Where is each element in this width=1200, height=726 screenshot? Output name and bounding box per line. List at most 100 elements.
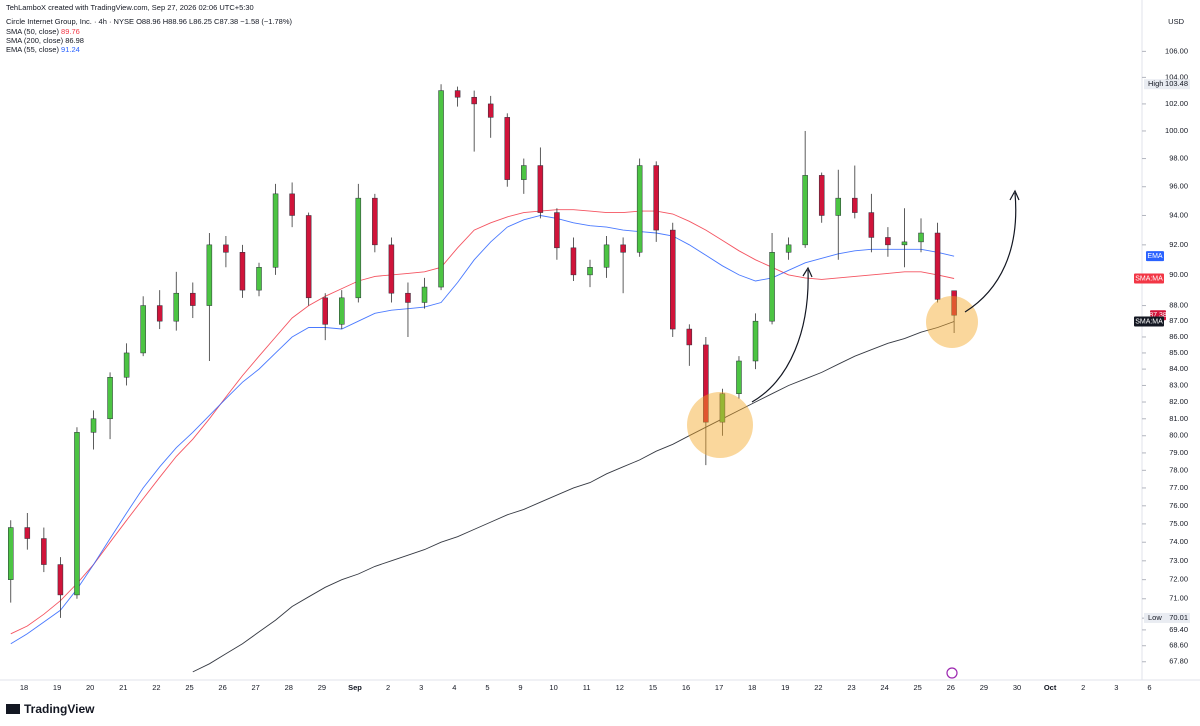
candle-body xyxy=(41,538,47,565)
indicator-name: EMA (55, close) xyxy=(6,45,59,54)
candle-body xyxy=(736,360,742,394)
candle-body xyxy=(653,165,659,231)
extreme-tag xyxy=(1144,612,1190,623)
y-tick-label: 78.00 xyxy=(1169,465,1188,474)
candle-body xyxy=(74,432,80,596)
x-tick-label: 26 xyxy=(218,683,226,692)
candle-body xyxy=(504,117,511,180)
candle-body xyxy=(256,267,262,291)
y-tick-label: 79.00 xyxy=(1169,448,1188,457)
candle-body xyxy=(107,377,113,420)
x-tick-label: 19 xyxy=(53,683,61,692)
candle-body xyxy=(785,244,792,253)
candle-body xyxy=(421,286,428,303)
ma-line xyxy=(192,321,955,673)
x-tick-label: 3 xyxy=(419,683,423,692)
candle-body xyxy=(703,344,709,423)
y-tick-label: 104.00 xyxy=(1165,72,1188,81)
candle-body xyxy=(521,165,527,180)
candle-body xyxy=(24,527,31,539)
candle-body xyxy=(239,252,246,291)
x-tick-label: 29 xyxy=(318,683,326,692)
extreme-name: High xyxy=(1148,79,1163,88)
candle-body xyxy=(802,175,808,246)
y-tick-label: 69.40 xyxy=(1169,625,1188,634)
x-tick-label: 3 xyxy=(1114,683,1118,692)
x-tick-label: 5 xyxy=(485,683,489,692)
y-tick-label: 72.00 xyxy=(1169,575,1188,584)
ohlc: O88.96 H88.96 L86.25 C87.38 −1.58 (−1.78… xyxy=(136,17,292,26)
x-tick-label: 23 xyxy=(847,683,855,692)
x-tick-label: 18 xyxy=(20,683,28,692)
x-tick-label: 11 xyxy=(583,683,591,692)
candle-body xyxy=(355,197,362,299)
candle-body xyxy=(818,175,825,216)
candle-body xyxy=(322,297,328,325)
y-tick-label: 88.00 xyxy=(1169,301,1188,310)
candle-body xyxy=(620,244,626,253)
candle-body xyxy=(405,292,411,303)
brand: TradingView xyxy=(24,702,95,716)
x-tick-label: 25 xyxy=(185,683,193,692)
x-tick-label: Oct xyxy=(1044,683,1057,692)
legend-indicator: SMA (200, close) 86.98 xyxy=(6,36,84,45)
x-tick-label: Sep xyxy=(348,683,362,692)
candle-body xyxy=(471,96,477,105)
highlight-circle xyxy=(926,296,978,348)
extreme-name: Low xyxy=(1148,613,1162,622)
x-tick-label: 24 xyxy=(880,683,888,692)
logo xyxy=(6,704,20,714)
arrow xyxy=(751,269,809,403)
x-tick-label: 10 xyxy=(549,683,557,692)
y-tick-label: 83.00 xyxy=(1169,380,1188,389)
candle-body xyxy=(90,418,97,433)
candle-body xyxy=(918,232,924,243)
event-icon[interactable] xyxy=(946,667,958,679)
candle-body xyxy=(454,90,461,98)
y-tick-label: 76.00 xyxy=(1169,501,1188,510)
candle-body xyxy=(272,193,279,268)
x-tick-label: 2 xyxy=(386,683,390,692)
candle-body xyxy=(57,564,64,596)
candle-body xyxy=(835,197,842,216)
y-tick-label: 100.00 xyxy=(1165,126,1188,135)
candle-body xyxy=(140,305,146,354)
candle-body xyxy=(769,252,775,322)
x-tick-label: 18 xyxy=(748,683,756,692)
price-tag-label: SMA:MA xyxy=(1135,275,1163,282)
candle-body xyxy=(206,244,213,306)
x-tick-label: 25 xyxy=(914,683,922,692)
legend-indicator: SMA (50, close) 89.76 xyxy=(6,27,80,36)
candle-body xyxy=(951,290,957,316)
plot: 106.00 104.00 102.00 100.00 98.00 96.00 94.00 9… xyxy=(8,46,1190,692)
ma-line xyxy=(10,215,955,645)
x-tick-label: 27 xyxy=(252,683,260,692)
candle-body xyxy=(339,297,345,325)
x-tick-label: 4 xyxy=(452,683,456,692)
candle-body xyxy=(934,232,941,300)
x-tick-label: 29 xyxy=(980,683,988,692)
indicator-value: 86.98 xyxy=(65,36,84,45)
y-tick-label: 71.00 xyxy=(1169,594,1188,603)
candle-body xyxy=(852,197,858,213)
candle-body xyxy=(885,237,891,246)
x-tick-label: 26 xyxy=(947,683,955,692)
x-tick-label: 2 xyxy=(1081,683,1085,692)
candle-body xyxy=(752,320,759,362)
y-tick-label: 68.60 xyxy=(1169,641,1188,650)
candle-body xyxy=(156,305,163,322)
y-tick-label: 102.00 xyxy=(1165,99,1188,108)
y-tick-label: 77.00 xyxy=(1169,483,1188,492)
candle-body xyxy=(372,197,378,246)
y-tick-label: 84.00 xyxy=(1169,364,1188,373)
indicator-value: 89.76 xyxy=(61,27,80,36)
x-tick-label: 19 xyxy=(781,683,789,692)
extreme-value: 103.48 xyxy=(1165,79,1188,88)
y-tick-label: 96.00 xyxy=(1169,182,1188,191)
candle-body xyxy=(719,393,726,423)
candle-body xyxy=(8,527,14,580)
candle-body xyxy=(388,244,395,294)
y-tick-label: 80.00 xyxy=(1169,431,1188,440)
